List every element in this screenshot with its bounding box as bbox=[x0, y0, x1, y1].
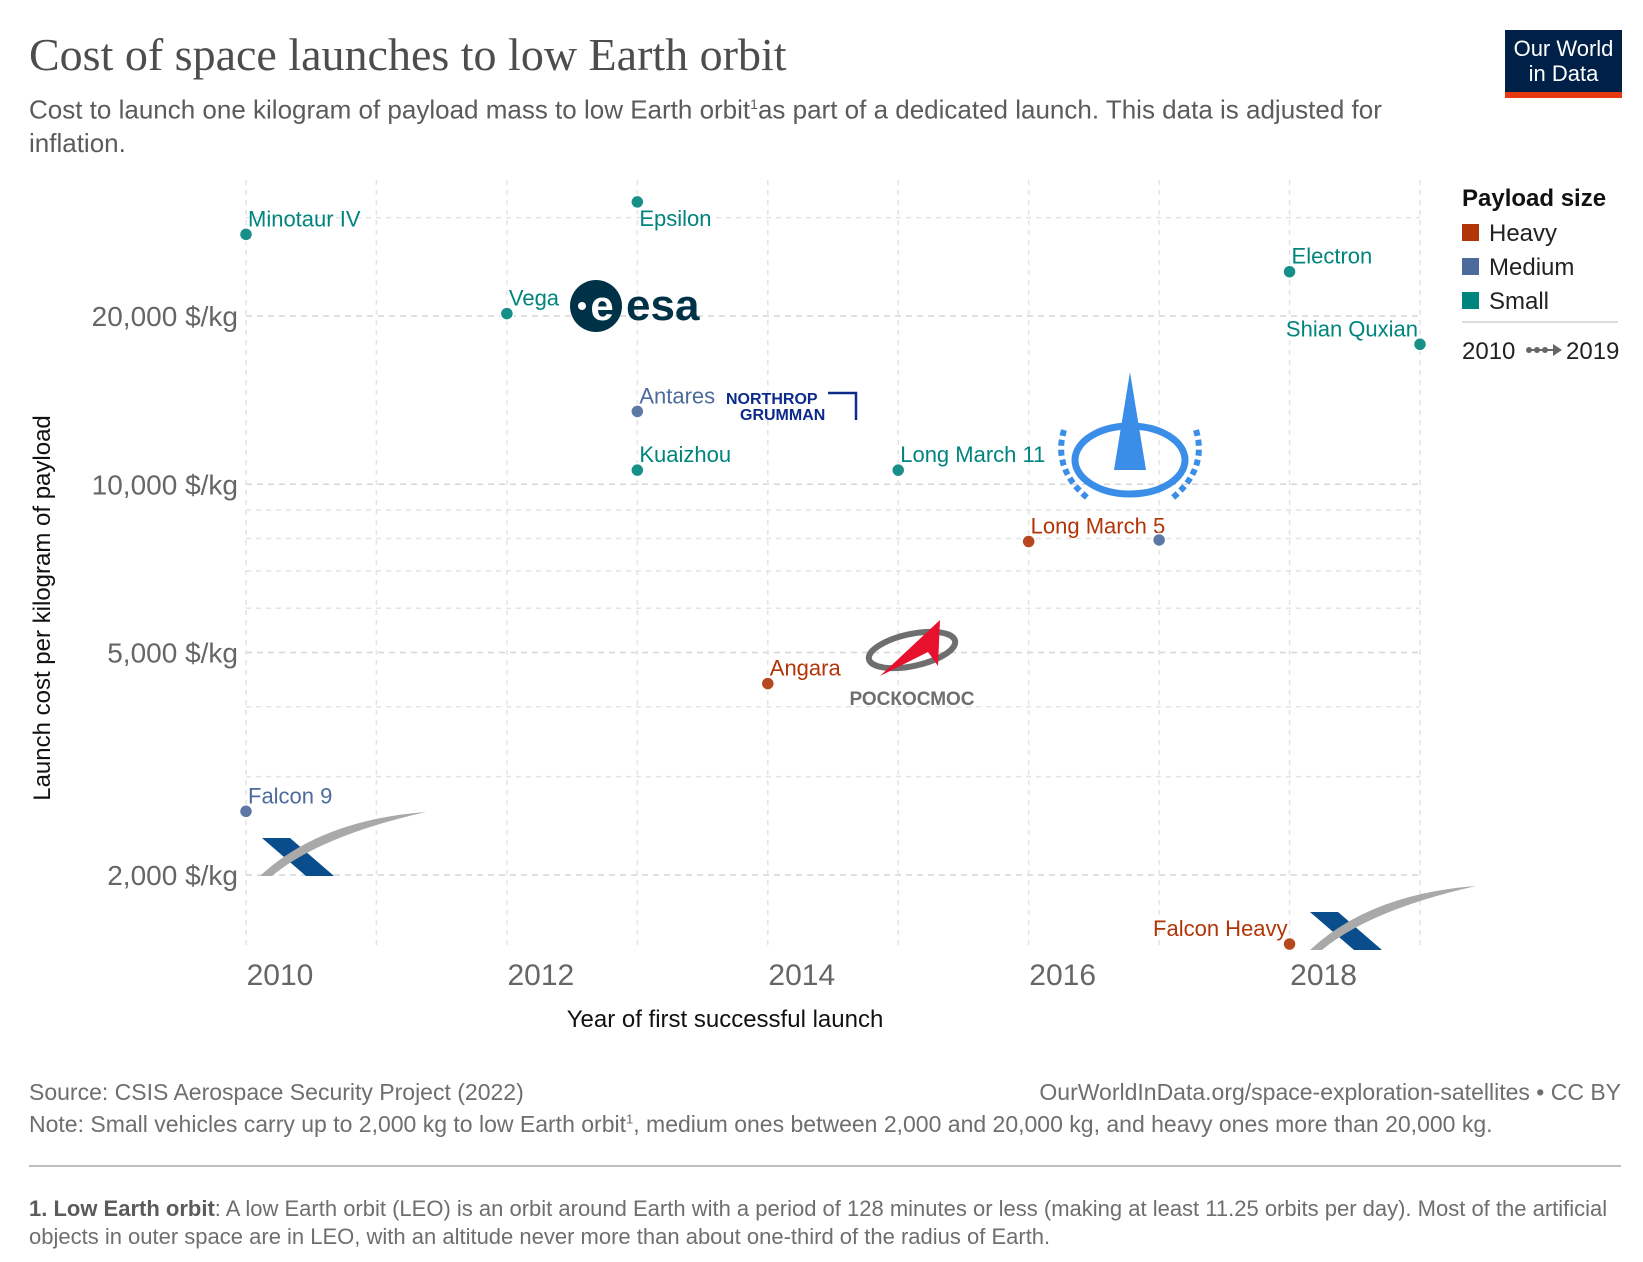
note-text-main: Note: Small vehicles carry up to 2,000 k… bbox=[29, 1111, 627, 1137]
legend-swatch[interactable] bbox=[1462, 224, 1479, 241]
footnote: 1. Low Earth orbit: A low Earth orbit (L… bbox=[29, 1195, 1621, 1251]
data-label: Long March 11 bbox=[900, 442, 1045, 467]
source-url-link[interactable]: OurWorldInData.org/space-exploration-sat… bbox=[1039, 1079, 1621, 1105]
data-label: Falcon Heavy bbox=[1153, 916, 1288, 941]
logo-line-1: Our World bbox=[1513, 36, 1614, 61]
spacex-logo-2 bbox=[1310, 886, 1476, 950]
y-tick-label: 20,000 $/kg bbox=[92, 301, 238, 332]
legend-time-end: 2019 bbox=[1566, 338, 1619, 365]
x-tick-label: 2016 bbox=[1029, 959, 1096, 992]
subtitle-footnote-marker[interactable]: 1 bbox=[750, 96, 758, 112]
legend-time-start: 2010 bbox=[1462, 338, 1515, 365]
northrop-logo-line-1: NORTHROP bbox=[726, 391, 818, 408]
subtitle-text-rest: as part of a dedicated launch. This data… bbox=[29, 94, 1382, 158]
x-axis-label: Year of first successful launch bbox=[567, 1006, 884, 1033]
data-label: Electron bbox=[1292, 244, 1373, 269]
footer-divider bbox=[29, 1165, 1621, 1167]
data-point[interactable] bbox=[1021, 534, 1036, 549]
esa-logo: e esa bbox=[570, 280, 700, 332]
data-label: Shian Quxian bbox=[1286, 316, 1418, 341]
northrop-logo-line-2: GRUMMAN bbox=[740, 407, 825, 424]
y-tick-label: 10,000 $/kg bbox=[92, 469, 238, 500]
grid-layer bbox=[245, 180, 1421, 945]
legend-label[interactable]: Heavy bbox=[1489, 220, 1557, 247]
northrop-grumman-logo: NORTHROP GRUMMAN bbox=[726, 391, 858, 424]
cnsa-logo-wreath-right bbox=[1168, 429, 1202, 503]
cnsa-logo: CNSA bbox=[1058, 372, 1202, 503]
subtitle-text: Cost to launch one kilogram of payload m… bbox=[29, 94, 751, 125]
data-label: Antares bbox=[639, 383, 715, 408]
data-point[interactable] bbox=[890, 462, 906, 478]
y-axis-label: Launch cost per kilogram of payload bbox=[29, 415, 56, 801]
legend: Payload size Heavy Medium Small 2010 2019 bbox=[1462, 185, 1619, 365]
logo-accent-bar bbox=[1505, 92, 1622, 98]
data-point[interactable] bbox=[238, 227, 254, 242]
legend-swatch[interactable] bbox=[1462, 258, 1479, 275]
data-label: Vega bbox=[509, 286, 560, 311]
roscosmos-logo-orbit bbox=[865, 628, 959, 672]
data-label: Falcon 9 bbox=[248, 783, 332, 808]
legend-time-arrow bbox=[1553, 344, 1562, 356]
note-text-rest: , medium ones between 2,000 and 20,000 k… bbox=[633, 1111, 1493, 1137]
data-point[interactable] bbox=[630, 404, 645, 419]
esa-logo-e: e bbox=[590, 282, 613, 329]
legend-label[interactable]: Medium bbox=[1489, 254, 1574, 281]
footnote-definition: : A low Earth orbit (LEO) is an orbit ar… bbox=[29, 1196, 1608, 1249]
data-point[interactable] bbox=[1151, 532, 1167, 548]
data-point[interactable] bbox=[760, 676, 776, 691]
points-layer: Minotaur IV Epsilon Vega Electron Shian Quxi… bbox=[238, 194, 1428, 952]
cnsa-logo-text: CNSA bbox=[1112, 468, 1149, 483]
roscosmos-logo-text: РОСКОСМОС bbox=[849, 689, 974, 710]
axis-layer: 2,000 $/kg 5,000 $/kg 10,000 $/kg 20,000 $/… bbox=[29, 301, 1357, 1033]
logo-line-2: in Data bbox=[1528, 61, 1599, 86]
chart-title: Cost of space launches to low Earth orbi… bbox=[29, 29, 787, 80]
y-tick-label: 5,000 $/kg bbox=[107, 638, 238, 669]
data-label: Long March 5 bbox=[1031, 514, 1166, 539]
data-point[interactable] bbox=[238, 804, 254, 819]
footnote-term: 1. Low Earth orbit bbox=[29, 1196, 215, 1221]
cnsa-logo-wreath-left bbox=[1058, 429, 1092, 503]
x-tick-label: 2018 bbox=[1290, 959, 1357, 992]
data-point[interactable] bbox=[630, 462, 645, 478]
note-footnote-marker[interactable]: 1 bbox=[626, 1111, 634, 1127]
cnsa-logo-rocket bbox=[1114, 372, 1146, 470]
spacex-logo-1 bbox=[260, 812, 426, 876]
northrop-logo-bracket bbox=[828, 391, 858, 420]
legend-title: Payload size bbox=[1462, 185, 1606, 212]
legend-label[interactable]: Small bbox=[1489, 288, 1549, 315]
spacex-logo-1-swoosh bbox=[260, 812, 426, 876]
data-point[interactable] bbox=[499, 306, 515, 321]
esa-logo-text: esa bbox=[626, 281, 700, 330]
roscosmos-logo: РОСКОСМОС bbox=[849, 620, 975, 710]
legend-swatch[interactable] bbox=[1462, 292, 1479, 309]
data-label: Kuaizhou bbox=[639, 442, 731, 467]
y-tick-label: 2,000 $/kg bbox=[107, 860, 238, 891]
esa-logo-dot bbox=[578, 302, 586, 310]
scatter-chart: e esa NORTHROP GRUMMAN CNSA РОСКОСМОС bbox=[29, 180, 1619, 1033]
esa-logo-circle bbox=[570, 280, 622, 332]
spacex-logo-2-swoosh bbox=[1310, 886, 1476, 950]
x-tick-label: 2010 bbox=[247, 959, 314, 992]
data-label: Angara bbox=[770, 656, 842, 681]
owid-logo[interactable]: Our World in Data bbox=[1505, 30, 1622, 98]
logo-layer: e esa NORTHROP GRUMMAN CNSA РОСКОСМОС bbox=[260, 280, 1476, 950]
source-text: Source: CSIS Aerospace Security Project … bbox=[29, 1079, 524, 1105]
chart-subtitle: Cost to launch one kilogram of payload m… bbox=[29, 88, 1449, 160]
data-point[interactable] bbox=[1282, 936, 1297, 952]
note-text: Note: Small vehicles carry up to 2,000 k… bbox=[29, 1111, 1493, 1138]
x-tick-label: 2014 bbox=[768, 959, 835, 992]
data-label: Epsilon bbox=[639, 206, 711, 231]
data-point[interactable] bbox=[1412, 337, 1428, 352]
data-point[interactable] bbox=[630, 194, 645, 210]
x-tick-label: 2012 bbox=[508, 959, 575, 992]
data-point[interactable] bbox=[1282, 264, 1297, 279]
roscosmos-logo-arrow bbox=[880, 620, 940, 676]
data-label: Minotaur IV bbox=[248, 206, 361, 231]
